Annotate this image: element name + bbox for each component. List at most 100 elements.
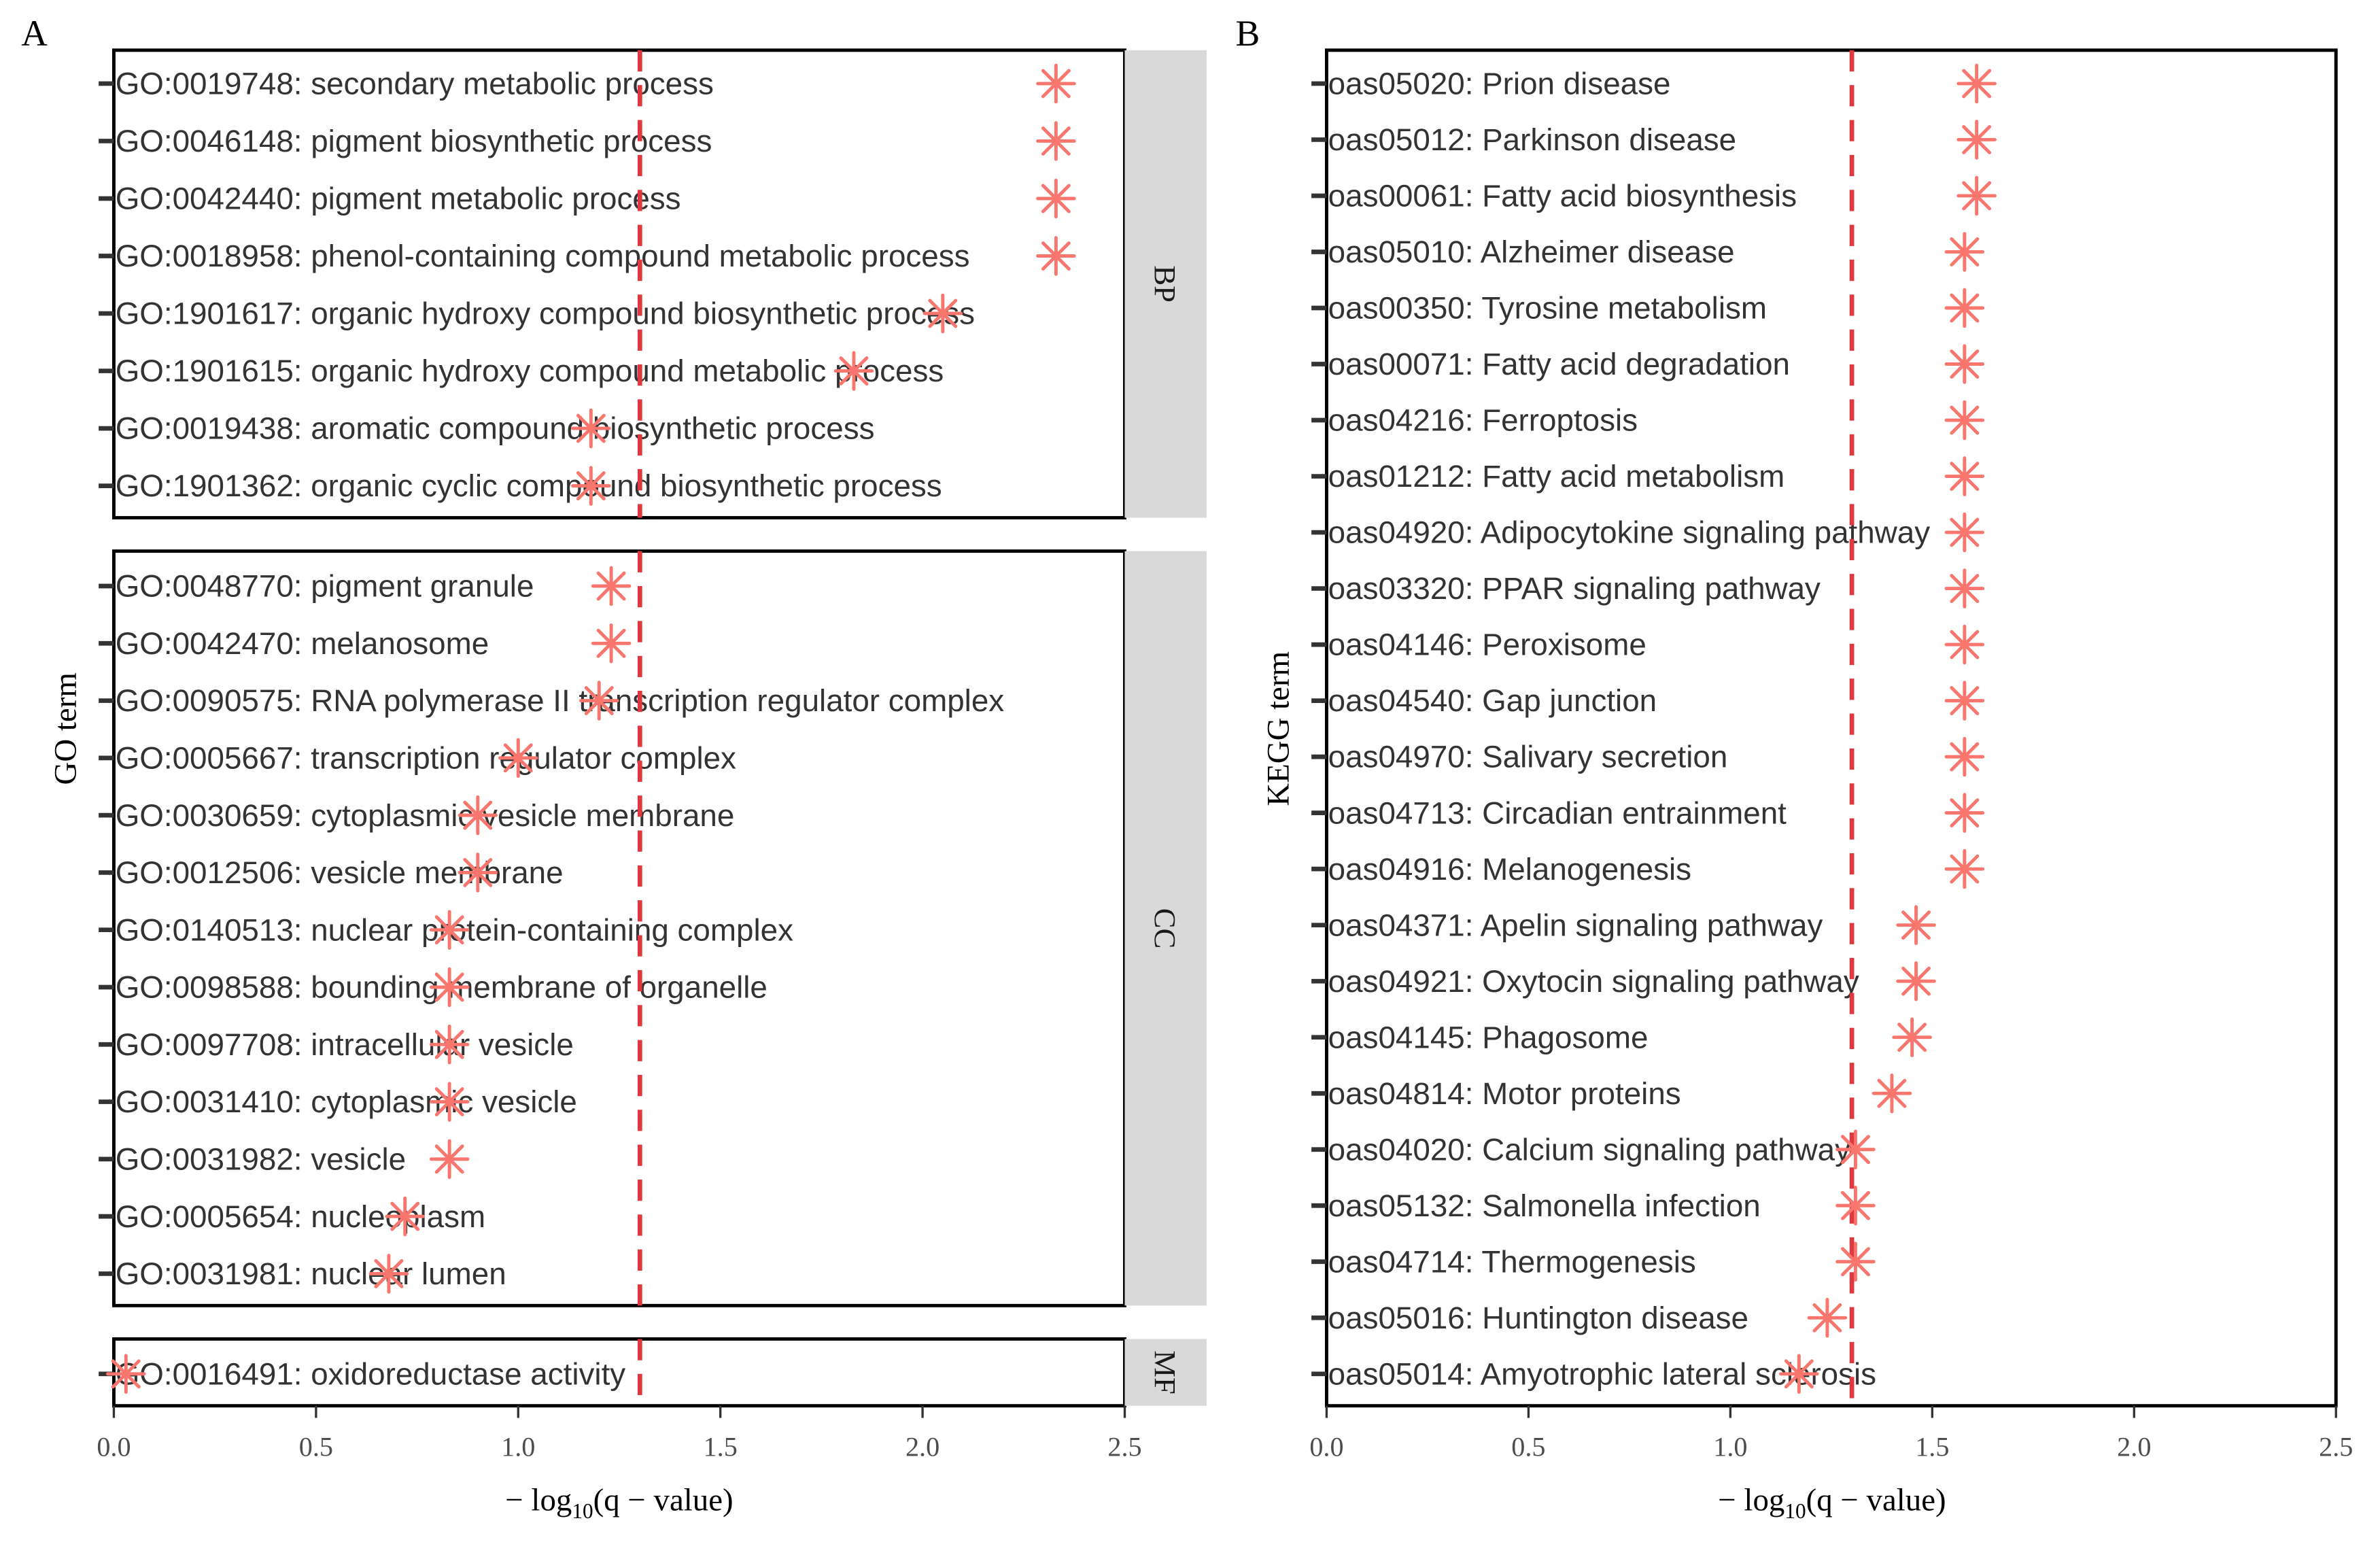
term-label: GO:1901617: organic hydroxy compound bio… bbox=[116, 296, 975, 331]
asterisk-stroke bbox=[584, 686, 614, 715]
asterisk-stroke bbox=[1950, 349, 1980, 379]
asterisk-stroke bbox=[1897, 1023, 1927, 1052]
data-point-asterisk bbox=[1036, 63, 1076, 104]
data-point-asterisk bbox=[1944, 232, 1985, 272]
x-tick-label: 0.0 bbox=[1309, 1431, 1343, 1462]
asterisk-stroke bbox=[1041, 184, 1071, 213]
term-label: GO:0031410: cytoplasmic vesicle bbox=[116, 1084, 577, 1119]
data-point-asterisk bbox=[1944, 288, 1985, 328]
data-point-asterisk bbox=[1036, 236, 1076, 276]
asterisk-stroke bbox=[1950, 574, 1980, 604]
panel-box bbox=[112, 48, 1126, 519]
panel-label-b: B bbox=[1235, 13, 1260, 54]
asterisk-stroke bbox=[434, 915, 464, 945]
data-point-asterisk bbox=[429, 1139, 470, 1180]
data-point-asterisk bbox=[429, 910, 470, 950]
data-point-asterisk bbox=[1944, 344, 1985, 384]
asterisk-stroke bbox=[434, 1029, 464, 1059]
y-axis-label-a: GO term bbox=[48, 672, 84, 785]
asterisk-stroke bbox=[1962, 69, 1992, 99]
term-label: oas00350: Tyrosine metabolism bbox=[1328, 291, 1767, 326]
data-point-asterisk bbox=[1944, 400, 1985, 441]
term-label: oas04713: Circadian entrainment bbox=[1328, 795, 1787, 830]
data-point-asterisk bbox=[106, 1354, 146, 1394]
asterisk-stroke bbox=[374, 1258, 404, 1288]
data-point-asterisk bbox=[579, 681, 619, 721]
term-label: GO:0031982: vesicle bbox=[116, 1142, 406, 1176]
term-label: GO:0048770: pigment granule bbox=[116, 569, 534, 604]
data-point-asterisk bbox=[1036, 178, 1076, 219]
x-tick-label: 1.0 bbox=[501, 1431, 535, 1462]
term-label: oas05020: Prion disease bbox=[1328, 67, 1671, 101]
y-axis-label-b: KEGG term bbox=[1261, 651, 1296, 806]
data-point-asterisk bbox=[498, 738, 538, 778]
data-point-asterisk bbox=[833, 351, 874, 391]
asterisk-stroke bbox=[503, 743, 533, 773]
panel-box bbox=[1324, 48, 2338, 1408]
term-label: oas04921: Oxytocin signaling pathway bbox=[1328, 964, 1859, 999]
data-point-asterisk bbox=[429, 967, 470, 1008]
data-point-asterisk bbox=[1807, 1298, 1848, 1338]
data-point-asterisk bbox=[1944, 793, 1985, 833]
data-point-asterisk bbox=[458, 853, 498, 893]
data-point-asterisk bbox=[1944, 512, 1985, 553]
x-axis-label-a: − log10(q − value) bbox=[505, 1483, 733, 1523]
data-point-asterisk bbox=[1835, 1129, 1876, 1169]
term-label: GO:0030659: cytoplasmic vesicle membrane bbox=[116, 798, 735, 833]
facet-strip bbox=[1124, 1339, 1207, 1406]
term-label: GO:1901615: organic hydroxy compound met… bbox=[116, 354, 944, 388]
x-tick-label: 2.0 bbox=[2117, 1431, 2151, 1462]
term-label: GO:0005654: nucleoplasm bbox=[116, 1199, 485, 1234]
term-label: oas04916: Melanogenesis bbox=[1328, 852, 1691, 887]
asterisk-stroke bbox=[463, 857, 493, 887]
asterisk-stroke bbox=[928, 298, 958, 328]
asterisk-stroke bbox=[1950, 742, 1980, 772]
term-label: oas04216: Ferroptosis bbox=[1328, 403, 1638, 438]
term-label: oas04020: Calcium signaling pathway bbox=[1328, 1132, 1850, 1167]
data-point-asterisk bbox=[429, 1082, 470, 1122]
asterisk-stroke bbox=[1950, 798, 1980, 828]
data-point-asterisk bbox=[429, 1025, 470, 1065]
data-point-asterisk bbox=[368, 1254, 409, 1294]
facet-strip-label: CC bbox=[1148, 908, 1182, 949]
data-point-asterisk bbox=[591, 566, 632, 606]
data-point-asterisk bbox=[1956, 175, 1997, 216]
data-point-asterisk bbox=[1944, 568, 1985, 608]
term-label: oas05012: Parkinson disease bbox=[1328, 122, 1736, 157]
asterisk-stroke bbox=[1041, 126, 1071, 156]
asterisk-stroke bbox=[596, 628, 626, 658]
term-label: GO:0090575: RNA polymerase II transcript… bbox=[116, 683, 1005, 718]
data-point-asterisk bbox=[1944, 624, 1985, 665]
asterisk-stroke bbox=[1877, 1078, 1907, 1108]
x-tick-label: 1.0 bbox=[1713, 1431, 1747, 1462]
x-tick-label: 1.5 bbox=[1915, 1431, 1949, 1462]
panel-label-a: A bbox=[21, 13, 48, 54]
asterisk-stroke bbox=[434, 1144, 464, 1174]
asterisk-stroke bbox=[111, 1359, 141, 1389]
asterisk-stroke bbox=[390, 1201, 420, 1231]
data-point-asterisk bbox=[1892, 1017, 1932, 1057]
x-tick-label: 2.5 bbox=[1107, 1431, 1141, 1462]
term-label: GO:0097708: intracellular vesicle bbox=[116, 1027, 574, 1062]
data-point-asterisk bbox=[571, 466, 611, 506]
asterisk-stroke bbox=[434, 1087, 464, 1117]
data-point-asterisk bbox=[1944, 456, 1985, 496]
term-label: GO:0005667: transcription regulator comp… bbox=[116, 740, 736, 775]
data-point-asterisk bbox=[1036, 121, 1076, 161]
x-tick-label: 2.5 bbox=[2319, 1431, 2353, 1462]
asterisk-stroke bbox=[1950, 686, 1980, 716]
term-label: oas04970: Salivary secretion bbox=[1328, 740, 1728, 774]
asterisk-stroke bbox=[1041, 241, 1071, 271]
data-point-asterisk bbox=[1944, 736, 1985, 777]
term-label: oas01212: Fatty acid metabolism bbox=[1328, 459, 1785, 494]
term-label: oas00061: Fatty acid biosynthesis bbox=[1328, 179, 1797, 213]
data-point-asterisk bbox=[922, 293, 963, 334]
term-label: GO:1901362: organic cyclic compound bios… bbox=[116, 468, 942, 503]
asterisk-stroke bbox=[1901, 910, 1931, 940]
facet-strip bbox=[1124, 551, 1207, 1306]
term-label: GO:0019438: aromatic compound biosynthet… bbox=[116, 411, 875, 446]
data-point-asterisk bbox=[1956, 120, 1997, 160]
asterisk-stroke bbox=[1041, 69, 1071, 99]
term-label: oas04540: Gap junction bbox=[1328, 683, 1657, 718]
